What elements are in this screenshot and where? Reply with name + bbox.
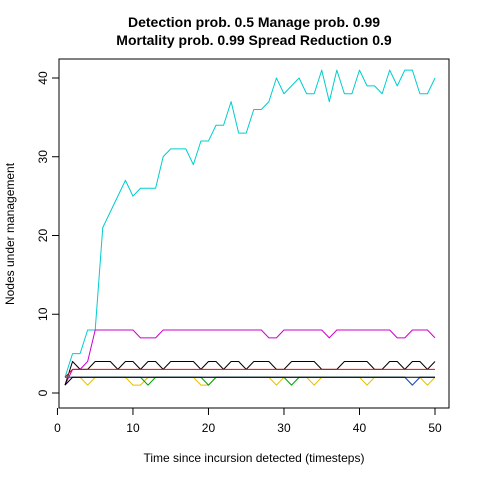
- series-group: [64, 69, 436, 386]
- y-tick-label-4: 40: [36, 71, 50, 85]
- x-axis: 0 10 20 30 40 50: [54, 407, 442, 435]
- series-line-3: [64, 361, 436, 386]
- series-line-2: [64, 329, 436, 386]
- x-tick-label-4: 40: [353, 421, 367, 435]
- y-axis-label: Nodes under management: [3, 162, 17, 305]
- series-line-1: [64, 69, 436, 378]
- x-tick-label-5: 50: [428, 421, 442, 435]
- x-tick-label-0: 0: [54, 421, 61, 435]
- y-tick-label-0: 0: [36, 389, 50, 396]
- series-line-6: [65, 376, 435, 386]
- y-tick-label-1: 10: [36, 307, 50, 321]
- series-line-8: [64, 376, 435, 386]
- series-line-7: [65, 376, 435, 386]
- series-line-4: [64, 368, 435, 378]
- x-tick-label-2: 20: [202, 421, 216, 435]
- x-tick-label-1: 10: [126, 421, 140, 435]
- x-axis-label: Time since incursion detected (timesteps…: [144, 451, 365, 465]
- y-tick-label-2: 20: [36, 229, 50, 243]
- chart-title-line-1: Detection prob. 0.5 Manage prob. 0.99: [128, 14, 380, 30]
- y-tick-label-3: 30: [36, 150, 50, 164]
- plot-frame: [58, 58, 450, 409]
- series-line-5: [65, 376, 436, 386]
- x-tick-label-3: 30: [277, 421, 291, 435]
- chart-title-line-2: Mortality prob. 0.99 Spread Reduction 0.…: [116, 32, 392, 48]
- y-axis: 0 10 20 30 40: [36, 71, 60, 396]
